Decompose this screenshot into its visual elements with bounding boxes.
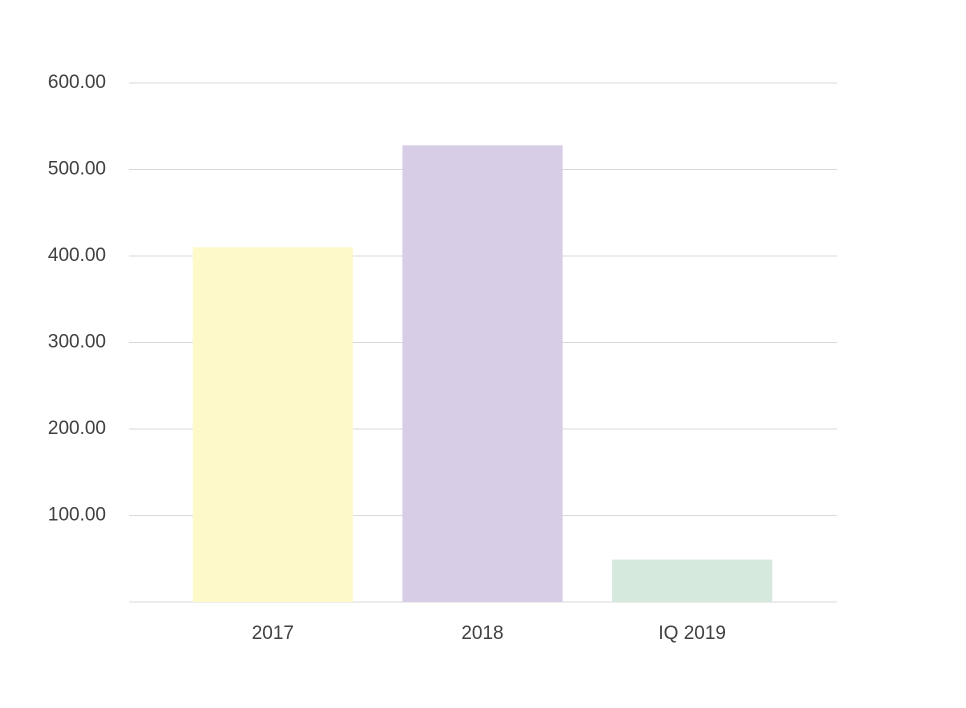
y-tick-label: 300.00 <box>48 332 106 353</box>
y-tick-label: 200.00 <box>48 418 106 439</box>
bar <box>402 145 563 602</box>
y-tick-label: 400.00 <box>48 245 106 266</box>
y-tick-label: 500.00 <box>48 159 106 180</box>
x-tick-label: 2018 <box>461 623 503 644</box>
bar <box>192 247 353 602</box>
x-tick-label: 2017 <box>252 623 294 644</box>
bar <box>612 559 773 602</box>
y-tick-label: 100.00 <box>48 505 106 526</box>
x-tick-label: IQ 2019 <box>658 623 726 644</box>
y-tick-label: 600.00 <box>48 72 106 93</box>
